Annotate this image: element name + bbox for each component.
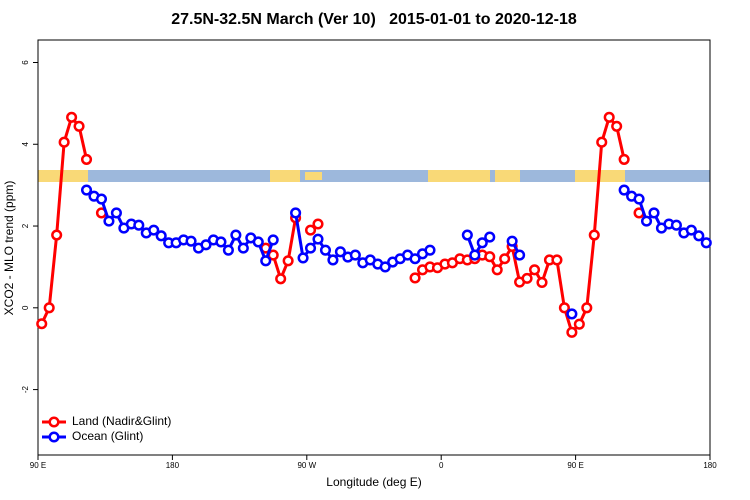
x-tick-label: 0 (439, 461, 444, 470)
data-point (297, 252, 309, 264)
data-point (640, 215, 653, 227)
y-tick-label: 4 (21, 141, 30, 146)
data-point (95, 193, 108, 205)
data-point (312, 218, 324, 230)
data-point (155, 230, 167, 242)
data-point (461, 229, 473, 241)
data-point (252, 236, 264, 248)
data-point (685, 224, 697, 236)
data-point (476, 237, 488, 249)
data-point (588, 229, 600, 241)
map-strip (38, 170, 710, 182)
data-point (618, 153, 630, 165)
data-point (80, 184, 93, 196)
data-point (409, 253, 421, 265)
data-point (327, 254, 339, 266)
data-point (409, 272, 421, 284)
data-point (424, 244, 436, 256)
data-point (603, 111, 615, 123)
data-point (260, 255, 272, 267)
data-point (215, 236, 227, 248)
data-point (290, 207, 302, 219)
data-point (304, 242, 317, 254)
data-point (491, 264, 503, 276)
data-point (349, 249, 361, 261)
legend-marker (48, 431, 60, 443)
data-point (133, 219, 145, 231)
data-point (80, 153, 93, 165)
y-tick-label: 6 (21, 60, 30, 65)
data-point (73, 120, 85, 132)
data-point (379, 261, 391, 273)
data-point (551, 254, 563, 266)
data-point (36, 318, 48, 330)
y-tick-label: 2 (21, 223, 30, 228)
data-point (51, 229, 63, 241)
data-point (573, 318, 585, 330)
data-point (282, 255, 294, 267)
data-point (514, 249, 526, 261)
plot-frame (37, 39, 711, 456)
y-tick-label: -2 (21, 385, 30, 393)
data-point (484, 231, 496, 243)
x-tick-label: 90 E (567, 461, 583, 470)
data-point (648, 207, 660, 219)
data-point (693, 230, 705, 242)
data-point (670, 219, 682, 231)
data-point (700, 237, 712, 249)
x-tick-label: 180 (166, 461, 180, 470)
data-point (566, 308, 578, 320)
data-point (566, 326, 578, 338)
data-point (596, 136, 608, 148)
data-point (521, 272, 533, 284)
data-point (611, 120, 623, 132)
data-point (312, 233, 324, 245)
data-point (304, 224, 317, 236)
data-point (58, 136, 70, 148)
legend-label: Land (Nadir&Glint) (72, 414, 171, 428)
data-point (633, 193, 645, 205)
data-point (66, 111, 78, 123)
data-point (275, 273, 287, 285)
y-axis-title: XCO2 - MLO trend (ppm) (2, 181, 16, 316)
data-point (499, 253, 511, 265)
data-point (528, 264, 541, 276)
data-point (484, 251, 496, 263)
data-point (319, 244, 332, 256)
data-point (148, 224, 160, 236)
legend-marker (48, 416, 60, 428)
data-point (110, 207, 122, 219)
x-axis-title: Longitude (deg E) (326, 475, 421, 489)
data-point (469, 249, 481, 261)
data-point (558, 302, 570, 314)
x-tick-label: 90 E (30, 461, 46, 470)
data-point (103, 215, 115, 227)
x-tick-label: 180 (703, 461, 717, 470)
data-point (185, 235, 197, 247)
data-point (581, 302, 593, 314)
data-point (506, 235, 518, 247)
data-point (536, 276, 548, 289)
data-point (200, 239, 212, 251)
data-point (230, 229, 242, 241)
data-point (618, 184, 630, 196)
y-tick-label: 0 (21, 305, 30, 310)
chart-title: 27.5N-32.5N March (Ver 10) 2015-01-01 to… (171, 11, 577, 28)
data-point (43, 302, 55, 314)
data-point (334, 246, 346, 258)
data-point (237, 242, 249, 254)
data-point (222, 244, 234, 256)
data-point (267, 234, 279, 246)
x-tick-label: 90 W (297, 461, 316, 470)
legend-label: Ocean (Glint) (72, 429, 143, 443)
